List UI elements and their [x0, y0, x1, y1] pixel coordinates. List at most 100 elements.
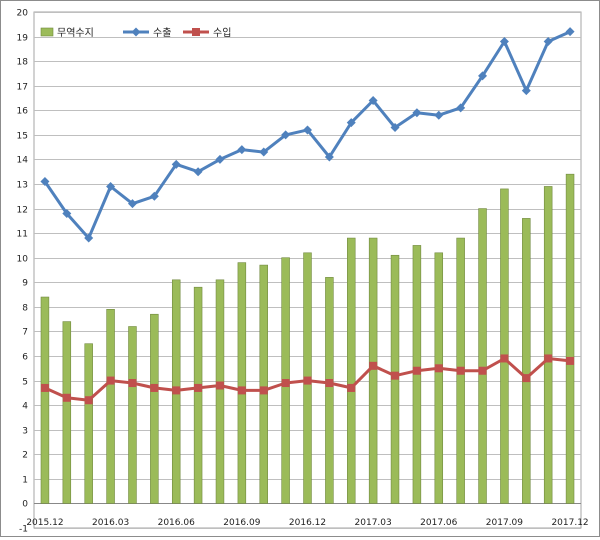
marker-수출-2016.03 [106, 181, 116, 191]
bar-2016.07 [193, 286, 203, 504]
marker-수출-2017.09 [499, 36, 509, 46]
marker-수출-2016.08 [215, 154, 225, 164]
legend: 무역수지 수출 수입 [40, 26, 231, 39]
marker-수입-2017.02 [347, 383, 356, 392]
x-tick-label: 2017.09 [486, 518, 523, 528]
marker-수입-2016.10 [259, 386, 268, 395]
bar-2017.03 [368, 237, 378, 504]
marker-수입-2017.01 [325, 379, 334, 388]
x-tick-label: 2016.09 [223, 518, 260, 528]
y-tick-label: 13 [17, 181, 28, 191]
bar-2017.10 [522, 218, 531, 504]
bar-2016.02 [84, 343, 93, 504]
marker-수입-2016.03 [106, 376, 115, 385]
y-tick-label: 1 [22, 476, 28, 486]
marker-수입-2017.06 [434, 364, 443, 373]
legend-label: 무역수지 [57, 27, 94, 39]
marker-수출-2015.12 [40, 177, 50, 187]
marker-수입-2017.09 [500, 354, 509, 363]
marker-수출-2017.06 [434, 110, 444, 120]
marker-수입-2016.08 [215, 381, 224, 390]
marker-수입-2016.01 [62, 393, 71, 402]
bar-2016.09 [237, 262, 247, 504]
x-axis-ticks: 2015.12 2016.03 2016.06 2016.09 2016.12 2017.… [26, 518, 588, 528]
y-tick-label: 4 [22, 402, 28, 412]
y-tick-label: 17 [17, 83, 28, 93]
legend-label: 수입 [213, 26, 231, 39]
y-tick-label: 3 [22, 427, 28, 437]
y-tick-label: 11 [17, 230, 28, 240]
line-수출 [43, 30, 571, 240]
y-tick-label: 2 [22, 451, 28, 461]
y-tick-label: -1 [19, 525, 28, 535]
marker-수입-2017.07 [456, 366, 465, 375]
marker-수출-2017.11 [543, 36, 553, 46]
bar-2016.10 [259, 264, 268, 504]
marker-수출-2016.09 [237, 145, 247, 155]
x-tick-label: 2015.12 [26, 518, 63, 528]
marker-수입-2016.09 [237, 386, 246, 395]
marker-수입-2015.12 [40, 383, 49, 392]
marker-수입-2017.05 [412, 366, 421, 375]
marker-수출-2017.12 [565, 27, 575, 37]
legend-marker-수입 [192, 28, 200, 36]
legend-marker-수출 [131, 27, 141, 37]
marker-수출-2016.11 [281, 130, 291, 140]
x-tick-label: 2017.06 [420, 518, 457, 528]
y-tick-label: 5 [22, 378, 28, 388]
y-tick-label: 6 [22, 353, 28, 363]
bar-2016.01 [62, 321, 72, 504]
marker-수출-2017.08 [478, 71, 488, 81]
bar-2016.04 [128, 326, 137, 504]
y-tick-label: 19 [17, 34, 29, 44]
marker-수출-2016.10 [259, 147, 269, 157]
marker-수입-2017.12 [566, 356, 575, 365]
legend-label: 수출 [153, 27, 171, 39]
marker-수출-2016.02 [84, 233, 94, 243]
bar-2015.12 [40, 296, 50, 504]
marker-수입-2017.04 [391, 371, 400, 380]
bar-2016.05 [150, 313, 159, 504]
marker-수입-2016.02 [84, 396, 93, 405]
marker-수출-2017.07 [456, 103, 466, 113]
marker-수출-2016.04 [127, 199, 137, 209]
marker-수입-2016.06 [172, 386, 181, 395]
marker-수출-2016.07 [193, 167, 203, 177]
bar-2017.02 [347, 237, 356, 504]
marker-수출-2017.01 [324, 152, 334, 162]
marker-수입-2016.05 [150, 383, 159, 392]
line-series [40, 27, 575, 405]
y-tick-label: 14 [17, 156, 29, 166]
marker-수입-2016.07 [194, 383, 203, 392]
marker-수출-2017.05 [412, 108, 422, 118]
marker-수출-2017.02 [346, 118, 356, 128]
marker-수출-2017.04 [390, 122, 400, 132]
bar-2017.11 [543, 186, 553, 504]
x-tick-label: 2017.12 [551, 518, 588, 528]
marker-수출-2016.12 [303, 125, 312, 135]
bar-2016.08 [215, 279, 225, 504]
y-tick-label: 8 [22, 304, 28, 314]
bar-2017.08 [478, 208, 487, 504]
marker-수출-2016.01 [62, 208, 72, 218]
y-tick-label: 12 [17, 206, 28, 216]
marker-수입-2016.11 [281, 379, 290, 388]
marker-수출-2017.10 [521, 86, 531, 96]
y-tick-label: 10 [17, 255, 29, 265]
bar-2017.12 [565, 173, 575, 504]
marker-수입-2017.08 [478, 366, 487, 375]
bar-2017.06 [434, 252, 444, 504]
gridlines [33, 11, 582, 529]
x-tick-label: 2016.12 [289, 518, 326, 528]
marker-수출-2017.03 [368, 95, 378, 105]
bar-2017.09 [500, 188, 509, 504]
marker-수입-2017.11 [544, 354, 553, 363]
y-tick-label: 0 [22, 500, 28, 510]
x-tick-label: 2016.03 [92, 518, 129, 528]
bar-2017.01 [325, 277, 334, 504]
y-tick-label: 20 [17, 9, 29, 19]
marker-수출-2016.06 [171, 159, 181, 169]
